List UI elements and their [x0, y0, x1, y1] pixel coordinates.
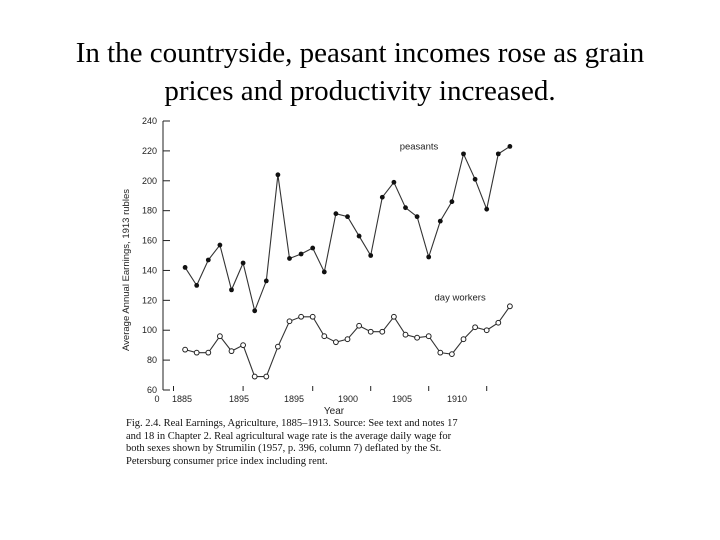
data-point: [205, 257, 211, 263]
data-point: [368, 253, 374, 258]
slide-title-line-1: In the countryside, peasant incomes rose…: [75, 37, 645, 69]
data-point: [298, 251, 304, 257]
figure-caption: Fig. 2.4. Real Earnings, Agriculture, 18…: [126, 418, 506, 468]
slide-title-line-2: prices and productivity increased.: [164, 75, 556, 107]
caption-line-4: Petersburg consumer price index includin…: [126, 455, 328, 467]
data-point: [356, 322, 363, 329]
data-point: [484, 206, 490, 212]
data-point: [310, 245, 316, 251]
series-line-peasants: [184, 145, 511, 313]
caption-line-3: both sexes shown by Strumilin (1957, p. …: [126, 443, 442, 454]
data-point: [472, 176, 478, 182]
data-point: [379, 194, 385, 200]
data-point: [228, 348, 235, 355]
data-point: [414, 334, 421, 341]
data-point: [426, 254, 432, 260]
data-point: [252, 308, 258, 314]
data-point: [425, 333, 432, 340]
data-point: [217, 242, 223, 248]
caption-line-2: and 18 in Chapter 2. Real agricultural w…: [126, 430, 452, 442]
data-point: [414, 214, 420, 220]
data-point: [356, 233, 362, 239]
y-tick-label: 160: [142, 236, 157, 246]
data-point: [286, 318, 293, 325]
data-point: [182, 265, 188, 270]
slide-title: In the countryside, peasant incomes rose…: [0, 34, 720, 110]
x-tick-label: 1905: [392, 394, 412, 404]
data-point: [403, 205, 408, 211]
series-label: peasants: [400, 141, 439, 152]
data-point: [240, 260, 246, 266]
x-tick-label: 1910: [447, 394, 467, 404]
y-tick-label: 100: [142, 325, 157, 335]
data-point: [449, 199, 455, 205]
y-axis-title: Average Annual Earnings, 1913 rubles: [121, 189, 132, 351]
data-point: [391, 179, 397, 185]
data-point: [449, 351, 455, 358]
data-point: [483, 327, 490, 334]
data-point: [495, 151, 501, 157]
data-point: [194, 282, 200, 288]
y-tick-label: 200: [142, 176, 157, 186]
data-point: [182, 346, 189, 353]
y-tick-label: 180: [142, 206, 157, 216]
y-tick-label: 240: [142, 116, 157, 126]
data-point: [321, 269, 327, 275]
data-point: [460, 336, 467, 343]
data-point: [367, 328, 374, 335]
data-point: [391, 313, 397, 320]
data-point: [205, 349, 212, 356]
y-tick-label: 80: [147, 355, 157, 365]
data-point: [275, 172, 281, 178]
y-tick-label: 220: [142, 146, 157, 156]
data-point: [287, 256, 292, 261]
x-tick-label: 1885: [172, 394, 192, 404]
data-point: [402, 331, 409, 338]
series-label: day workers: [435, 292, 486, 303]
y-tick-label: 120: [142, 295, 157, 305]
data-point: [437, 218, 443, 224]
data-point: [507, 144, 513, 149]
x-tick-label: 1895: [229, 394, 249, 404]
x-tick-label: 0: [154, 394, 159, 404]
data-point: [344, 336, 351, 343]
y-tick-label: 60: [147, 385, 157, 395]
data-point: [240, 342, 247, 349]
x-tick-label: 1900: [338, 394, 358, 404]
data-point: [217, 333, 223, 340]
data-point: [309, 313, 316, 320]
caption-line-1: Fig. 2.4. Real Earnings, Agriculture, 18…: [126, 418, 458, 429]
data-point: [333, 211, 339, 217]
data-point: [472, 324, 479, 331]
data-point: [507, 303, 513, 310]
data-point: [193, 349, 200, 356]
data-point: [333, 339, 339, 346]
x-tick-label: 1895: [284, 394, 304, 404]
data-point: [379, 328, 386, 335]
data-point: [229, 287, 234, 293]
data-point: [495, 319, 502, 326]
data-point: [251, 373, 258, 380]
data-point: [461, 151, 466, 157]
data-point: [345, 214, 350, 220]
data-point: [298, 313, 305, 320]
data-point: [263, 278, 269, 284]
data-point: [321, 333, 328, 340]
y-tick-label: 140: [142, 265, 157, 275]
data-point: [275, 343, 281, 350]
x-axis-title: Year: [324, 406, 345, 417]
data-point: [263, 373, 270, 380]
data-point: [437, 349, 444, 356]
